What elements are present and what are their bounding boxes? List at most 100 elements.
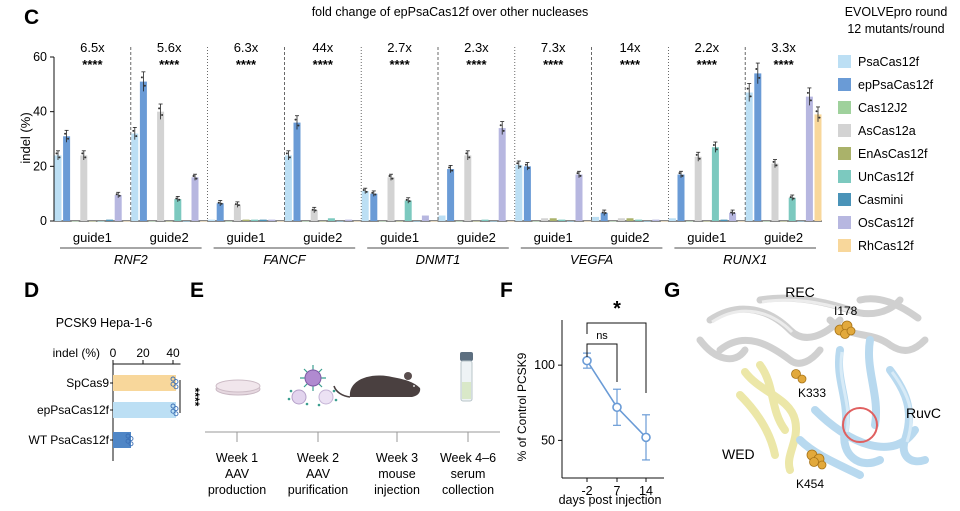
significance-label: **** — [697, 57, 718, 72]
serum-tube-icon — [460, 352, 473, 402]
fold-change-label: 44x — [312, 40, 333, 55]
replicate-dot — [815, 110, 818, 113]
replicate-dot — [809, 99, 812, 102]
replicate-dot — [297, 124, 300, 127]
legend-swatch-UnCas12f — [838, 170, 851, 183]
chart-f-xtick-label: 14 — [639, 484, 653, 498]
replicate-dot — [758, 76, 761, 79]
panel-e: E — [190, 279, 500, 497]
chart-d-xtick-label: 0 — [110, 346, 117, 360]
bar-SpCas9 — [113, 375, 176, 391]
bar-Casmini — [106, 219, 114, 221]
panel-g: G — [664, 279, 941, 491]
guide-label: guide1 — [687, 230, 726, 245]
star-label: * — [613, 298, 621, 320]
legend-label-RhCas12f: RhCas12f — [858, 239, 914, 253]
replicate-dot — [158, 107, 161, 110]
chart-c-corner-note-1: EVOLVEpro round — [845, 5, 948, 19]
panel-label-g: G — [664, 279, 680, 302]
replicate-dot — [173, 384, 179, 390]
chart-f-ylabel: % of Control PCSK9 — [515, 352, 529, 461]
chart-c-title: fold change of epPsaCas12f over other nu… — [312, 5, 589, 19]
data-point — [641, 432, 651, 443]
panel-label-d: D — [24, 279, 39, 302]
step-week: Week 4–6 — [440, 451, 496, 465]
chart-f-xtick-label: 7 — [614, 484, 621, 498]
bar-UnCas12f — [174, 199, 182, 221]
significance-label: **** — [466, 57, 487, 72]
replicate-dot — [311, 208, 314, 211]
panel-label-e: E — [190, 279, 204, 302]
legend-label-OsCas12f: OsCas12f — [858, 216, 914, 230]
replicate-dot — [715, 148, 718, 151]
bar-AsCas12a — [617, 218, 625, 221]
gene-label: FANCF — [263, 252, 306, 267]
replicate-dot — [601, 211, 604, 214]
domain-label-wed: WED — [722, 446, 755, 462]
bar-epPsaCas12f — [600, 212, 608, 221]
replicate-dot — [314, 209, 317, 212]
chart-f-xtick-label: -2 — [581, 484, 592, 498]
chart-c-corner-note-2: 12 mutants/round — [847, 22, 944, 36]
bar-epPsaCas12f — [293, 122, 301, 221]
guide-label: guide2 — [303, 230, 342, 245]
bar-RhCas12f — [814, 114, 822, 221]
bar-EnAsCas12f — [242, 219, 250, 221]
replicate-dot — [527, 166, 530, 169]
replicate-dot — [285, 152, 288, 155]
fold-change-label: 6.3x — [234, 40, 259, 55]
replicate-dot — [405, 198, 408, 201]
legend-label-UnCas12f: UnCas12f — [858, 170, 914, 184]
significance-label: **** — [82, 57, 103, 72]
significance-label: **** — [159, 57, 180, 72]
bar-Casmini — [259, 219, 267, 221]
bar-OsCas12f — [191, 177, 199, 221]
legend-swatch-RhCas12f — [838, 239, 851, 252]
fold-change-label: 5.6x — [157, 40, 182, 55]
replicate-dot — [451, 169, 454, 172]
replicate-dot — [217, 201, 220, 204]
aav-particles-icon — [287, 365, 338, 407]
protein-structure-illustration — [696, 294, 929, 479]
step-week: Week 1 — [216, 451, 258, 465]
residue-label-k333: K333 — [798, 386, 826, 400]
bar-EnAsCas12f — [626, 218, 634, 221]
legend-swatch-Cas12J2 — [838, 101, 851, 114]
chart-c-ytick-label: 60 — [33, 50, 47, 64]
replicate-dot — [499, 124, 502, 127]
replicate-dot — [175, 197, 178, 200]
domain-label-ruvc: RuvC — [906, 405, 941, 421]
bar-UnCas12f — [558, 219, 566, 221]
bar-PsaCas12f — [284, 155, 292, 221]
replicate-dot — [604, 212, 607, 215]
replicate-dot — [64, 132, 67, 135]
guide-label: guide1 — [380, 230, 419, 245]
replicate-dot — [733, 212, 736, 215]
fold-change-label: 2.2x — [695, 40, 720, 55]
replicate-dot — [792, 197, 795, 200]
bar-OsCas12f — [421, 215, 429, 221]
replicate-dot — [365, 190, 368, 193]
replicate-dot — [468, 156, 471, 159]
bar-WT PsaCas12f — [113, 432, 131, 448]
step-line2: serum — [451, 467, 486, 481]
bar-epPsaCas12f — [677, 174, 685, 221]
legend-swatch-EnAsCas12f — [838, 147, 851, 160]
replicate-dot — [730, 211, 733, 214]
replicate-dot — [408, 200, 411, 203]
bar-PsaCas12f — [438, 215, 446, 221]
replicate-dot — [125, 438, 131, 444]
replicate-dot — [681, 174, 684, 177]
bar-AsCas12a — [233, 204, 241, 221]
replicate-dot — [161, 113, 164, 116]
guide-label: guide2 — [764, 230, 803, 245]
legend-label-epPsaCas12f: epPsaCas12f — [858, 78, 934, 92]
star-bracket — [586, 322, 647, 393]
replicate-dot — [465, 152, 468, 155]
chart-c-ylabel: indel (%) — [18, 112, 33, 163]
step-line3: purification — [288, 483, 348, 497]
replicate-dot — [128, 441, 134, 447]
gene-label: DNMT1 — [416, 252, 461, 267]
replicate-dot — [698, 157, 701, 160]
bar-AsCas12a — [541, 218, 549, 221]
